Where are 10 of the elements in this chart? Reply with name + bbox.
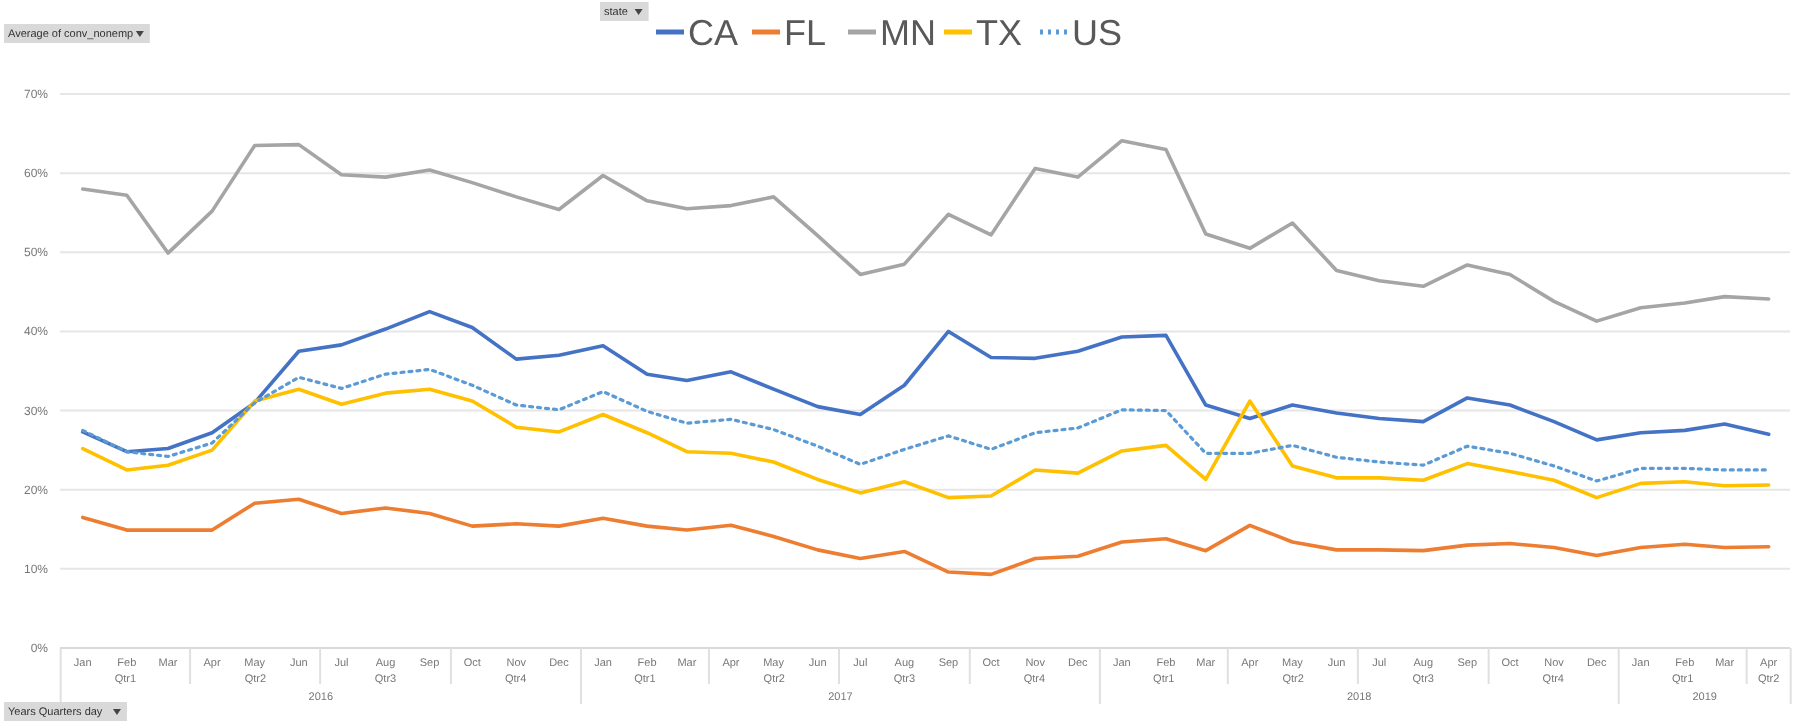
- line-series: [80, 309, 1771, 454]
- line-series: [80, 387, 1771, 500]
- line-series: [80, 497, 1771, 577]
- legend-label: TX: [976, 13, 1023, 53]
- line-series: [80, 138, 1771, 323]
- legend-label: FL: [784, 13, 827, 53]
- legend-label: CA: [688, 13, 739, 53]
- legend-label: US: [1072, 13, 1123, 53]
- legend-label: MN: [880, 13, 936, 53]
- line-series: [81, 367, 1771, 483]
